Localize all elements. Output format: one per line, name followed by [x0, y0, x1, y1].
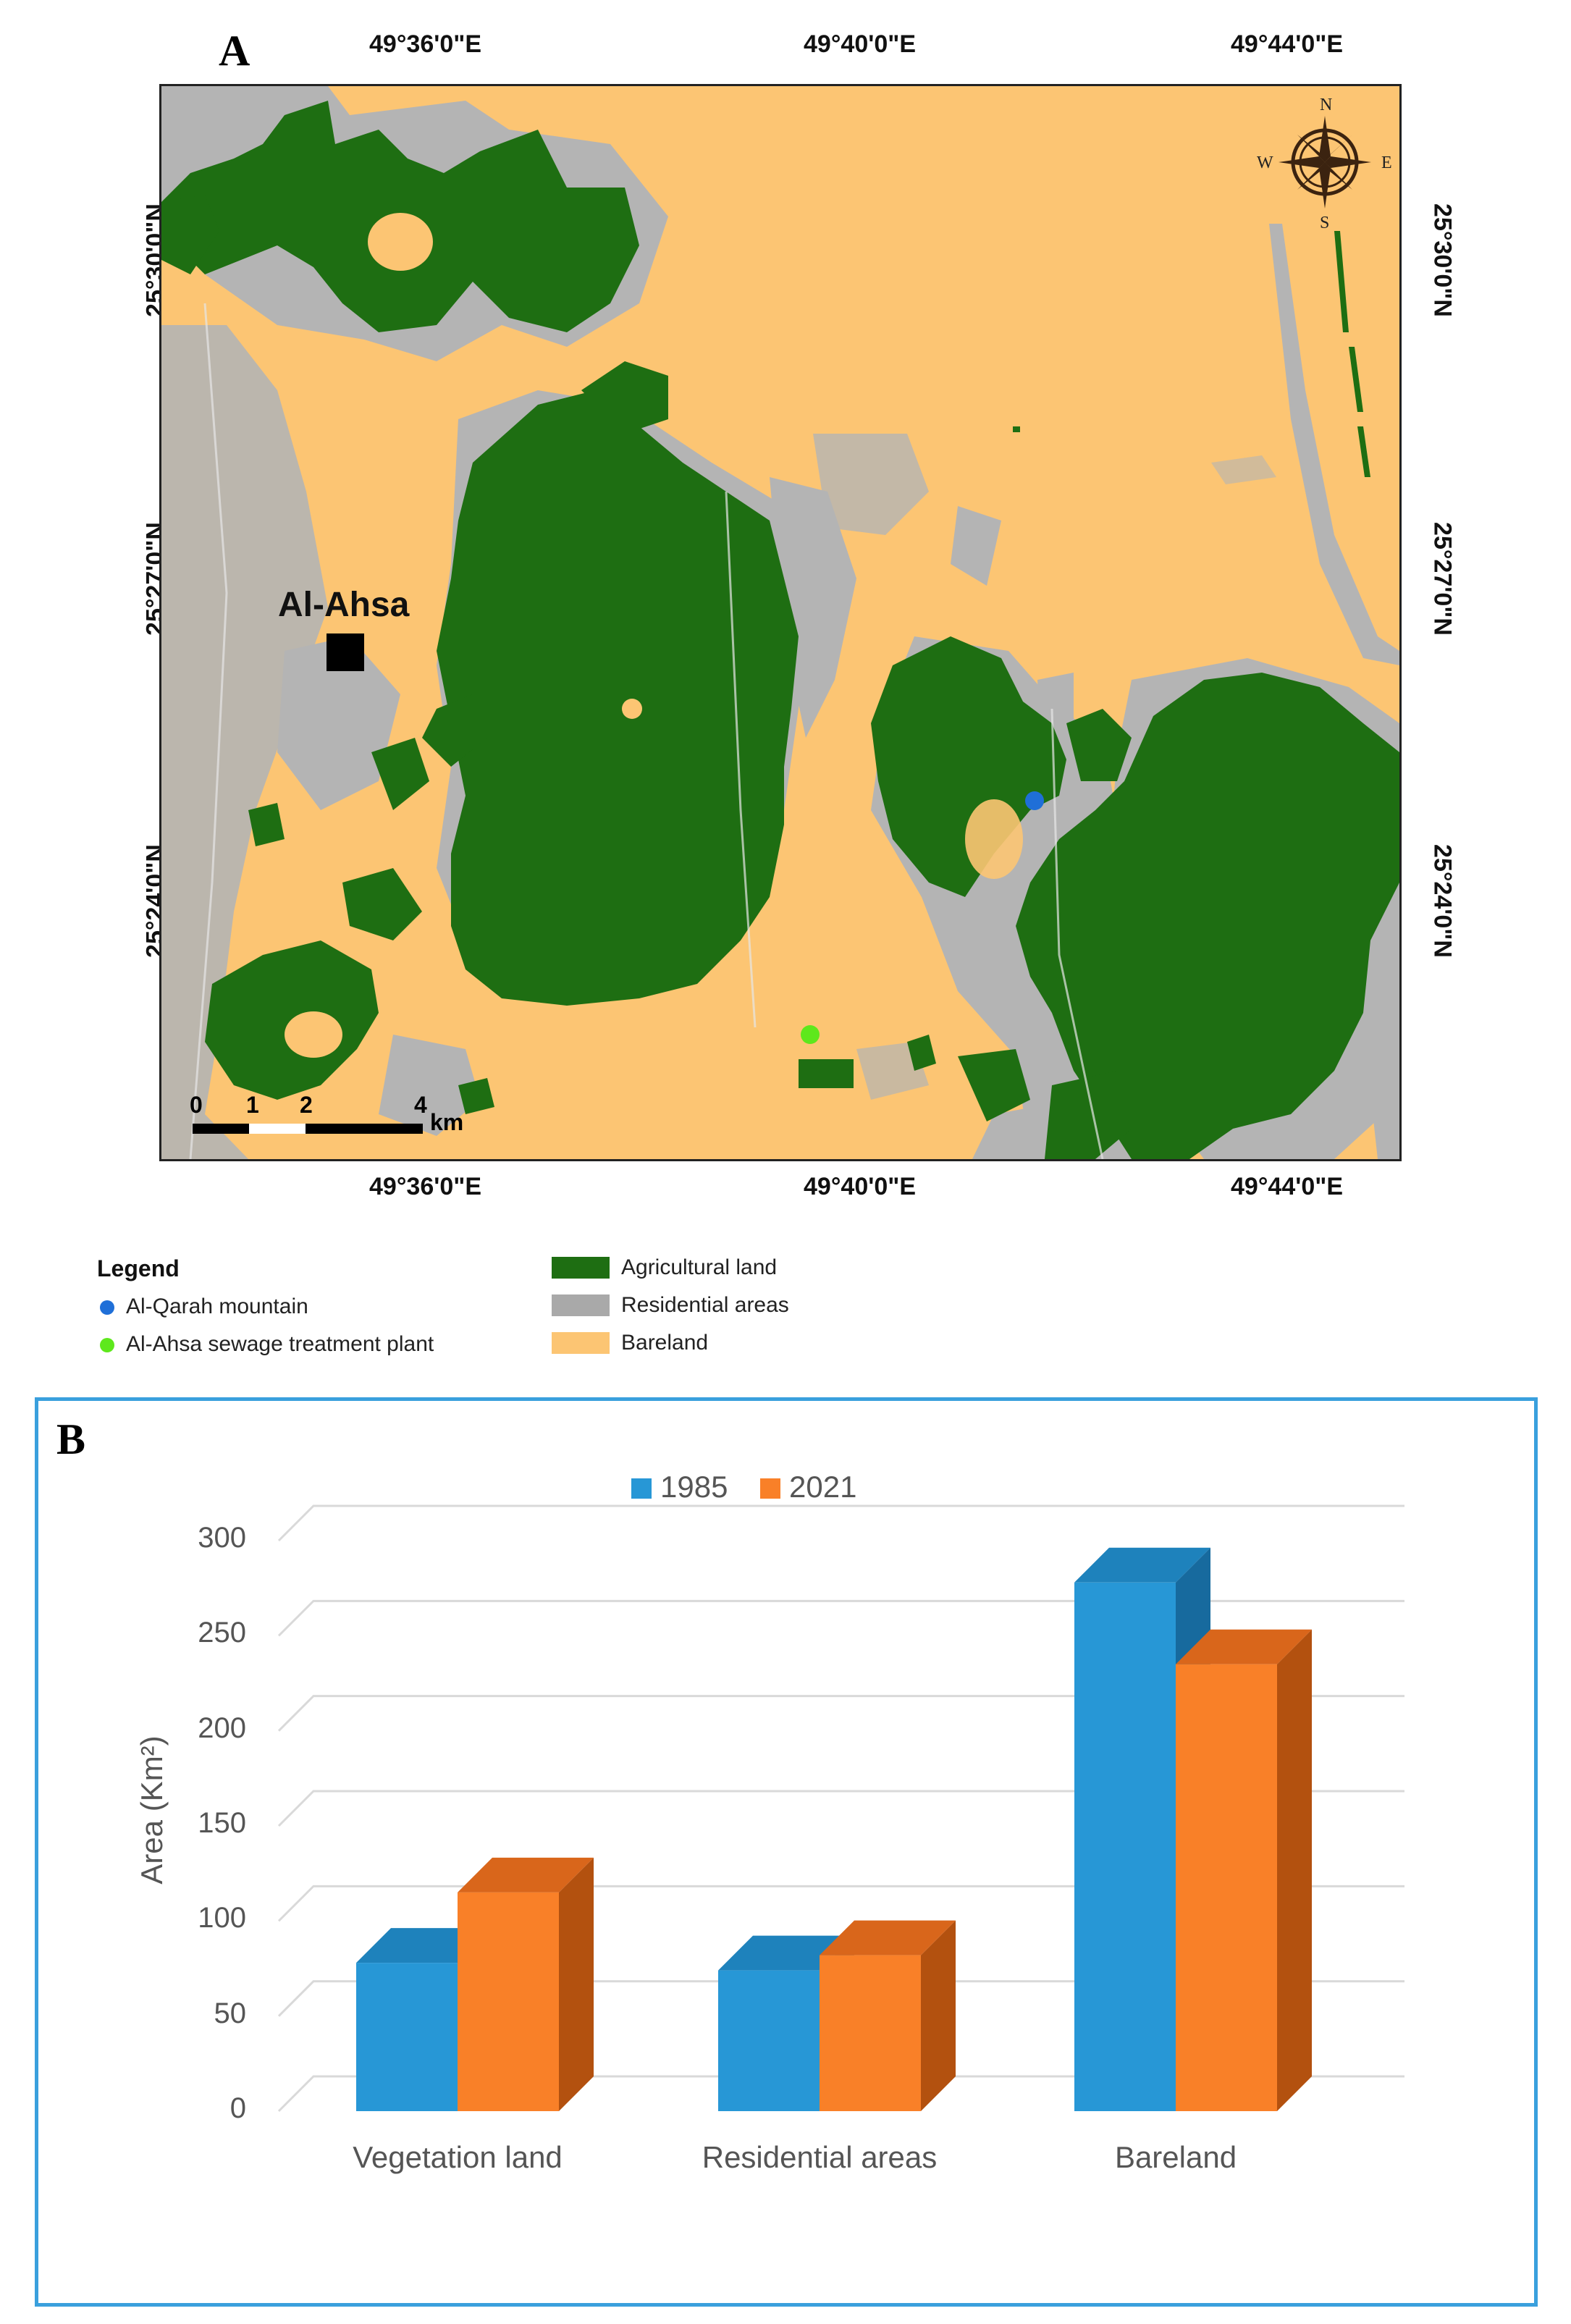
scale-label-4: 4: [414, 1092, 427, 1118]
bar-top-1985-2: [1074, 1547, 1210, 1583]
top-lon-label-3: 49°44'0"E: [1231, 30, 1344, 58]
bar-side-2021-2: [1277, 1629, 1312, 2111]
bottom-lon-label-1: 49°36'0"E: [369, 1173, 482, 1200]
bar-side-2021-1: [921, 1920, 956, 2111]
gridline-300: [277, 1504, 1404, 1542]
scale-bar: 0 1 2 4 km: [190, 1092, 595, 1135]
scale-label-1: 1: [246, 1092, 259, 1118]
roads: [189, 303, 1104, 1159]
bar-2021-Bareland: [1176, 1664, 1277, 2111]
al-qarah-mountain-marker[interactable]: [1025, 791, 1044, 810]
gridline-0: [277, 2075, 1404, 2113]
category-label-residential: Residential areas: [702, 2140, 938, 2174]
panel-b-letter: B: [56, 1415, 86, 1463]
y-tick-50: 50: [214, 1997, 247, 2029]
bar-top-2021-1: [820, 1920, 956, 1955]
gridline-100: [277, 1885, 1404, 1922]
compass-rose-icon: N S W E: [1257, 96, 1392, 232]
scale-seg-2: [249, 1124, 306, 1134]
legend-class-2-swatch: [552, 1294, 610, 1316]
legend-class-1-swatch: [552, 1257, 610, 1279]
y-tick-200: 200: [198, 1712, 246, 1744]
bottom-lon-label-3: 49°44'0"E: [1231, 1173, 1344, 1200]
al-ahsa-label: Al-Ahsa: [278, 586, 410, 624]
legend-class-2-label: Residential areas: [621, 1293, 789, 1317]
scale-label-0: 0: [190, 1092, 203, 1118]
category-label-vegetation: Vegetation land: [353, 2140, 563, 2174]
land-cover-map: [161, 86, 1399, 1159]
scale-label-2: 2: [300, 1092, 313, 1118]
legend-class-3-swatch: [552, 1332, 610, 1354]
gridline-200: [277, 1695, 1404, 1732]
legend-point-1-dot: [100, 1300, 114, 1315]
y-tick-100: 100: [198, 1902, 246, 1934]
gridline-50: [277, 1980, 1404, 2017]
scale-seg-3: [306, 1124, 423, 1134]
legend-1985-label: 1985: [660, 1470, 728, 1504]
legend-2021-swatch: [760, 1478, 780, 1499]
y-tick-0: 0: [229, 2092, 246, 2124]
bar-2021-Residential areas: [820, 1955, 921, 2111]
bar-1985-Residential areas: [718, 1970, 820, 2111]
top-lon-label-1: 49°36'0"E: [369, 30, 482, 58]
bar-top-2021-2: [1176, 1629, 1312, 1664]
legend-title: Legend: [97, 1255, 180, 1281]
bottom-lon-label-2: 49°40'0"E: [804, 1173, 917, 1200]
compass-w: W: [1257, 153, 1273, 172]
map-frame: [159, 84, 1402, 1161]
category-label-bareland: Bareland: [1114, 2140, 1237, 2174]
agricultural-land: [161, 101, 1399, 1159]
y-tick-300: 300: [198, 1522, 246, 1554]
bar-1985-Vegetation land: [356, 1963, 458, 2111]
compass-e: E: [1381, 153, 1392, 172]
panel-a-letter: A: [219, 27, 250, 75]
gridline-150: [277, 1790, 1404, 1827]
legend-class-3-label: Bareland: [621, 1331, 709, 1355]
y-tick-250: 250: [198, 1617, 246, 1649]
legend-point-1-label: Al-Qarah mountain: [126, 1294, 308, 1318]
bar-top-2021-0: [458, 1857, 594, 1893]
scale-seg-1: [193, 1124, 249, 1134]
legend-point-2-dot: [100, 1338, 114, 1352]
compass-s: S: [1320, 214, 1329, 232]
bar-1985-Bareland: [1074, 1582, 1176, 2111]
gridline-250: [277, 1599, 1404, 1637]
bar-side-2021-0: [559, 1857, 594, 2111]
y-tick-150: 150: [198, 1807, 246, 1839]
al-ahsa-city-marker[interactable]: [327, 633, 364, 671]
chart-legend: 1985 2021: [631, 1470, 892, 1506]
top-lon-label-2: 49°40'0"E: [804, 30, 917, 58]
legend-2021-label: 2021: [789, 1470, 857, 1504]
scale-unit: km: [430, 1109, 464, 1135]
bareland-clearings: [285, 213, 1023, 1058]
sewage-plant-marker[interactable]: [801, 1025, 820, 1044]
legend-1985-swatch: [631, 1478, 652, 1499]
legend-point-2-label: Al-Ahsa sewage treatment plant: [126, 1332, 434, 1356]
bar-2021-Vegetation land: [458, 1892, 559, 2111]
legend-class-1-label: Agricultural land: [621, 1255, 778, 1279]
compass-n: N: [1320, 96, 1332, 114]
